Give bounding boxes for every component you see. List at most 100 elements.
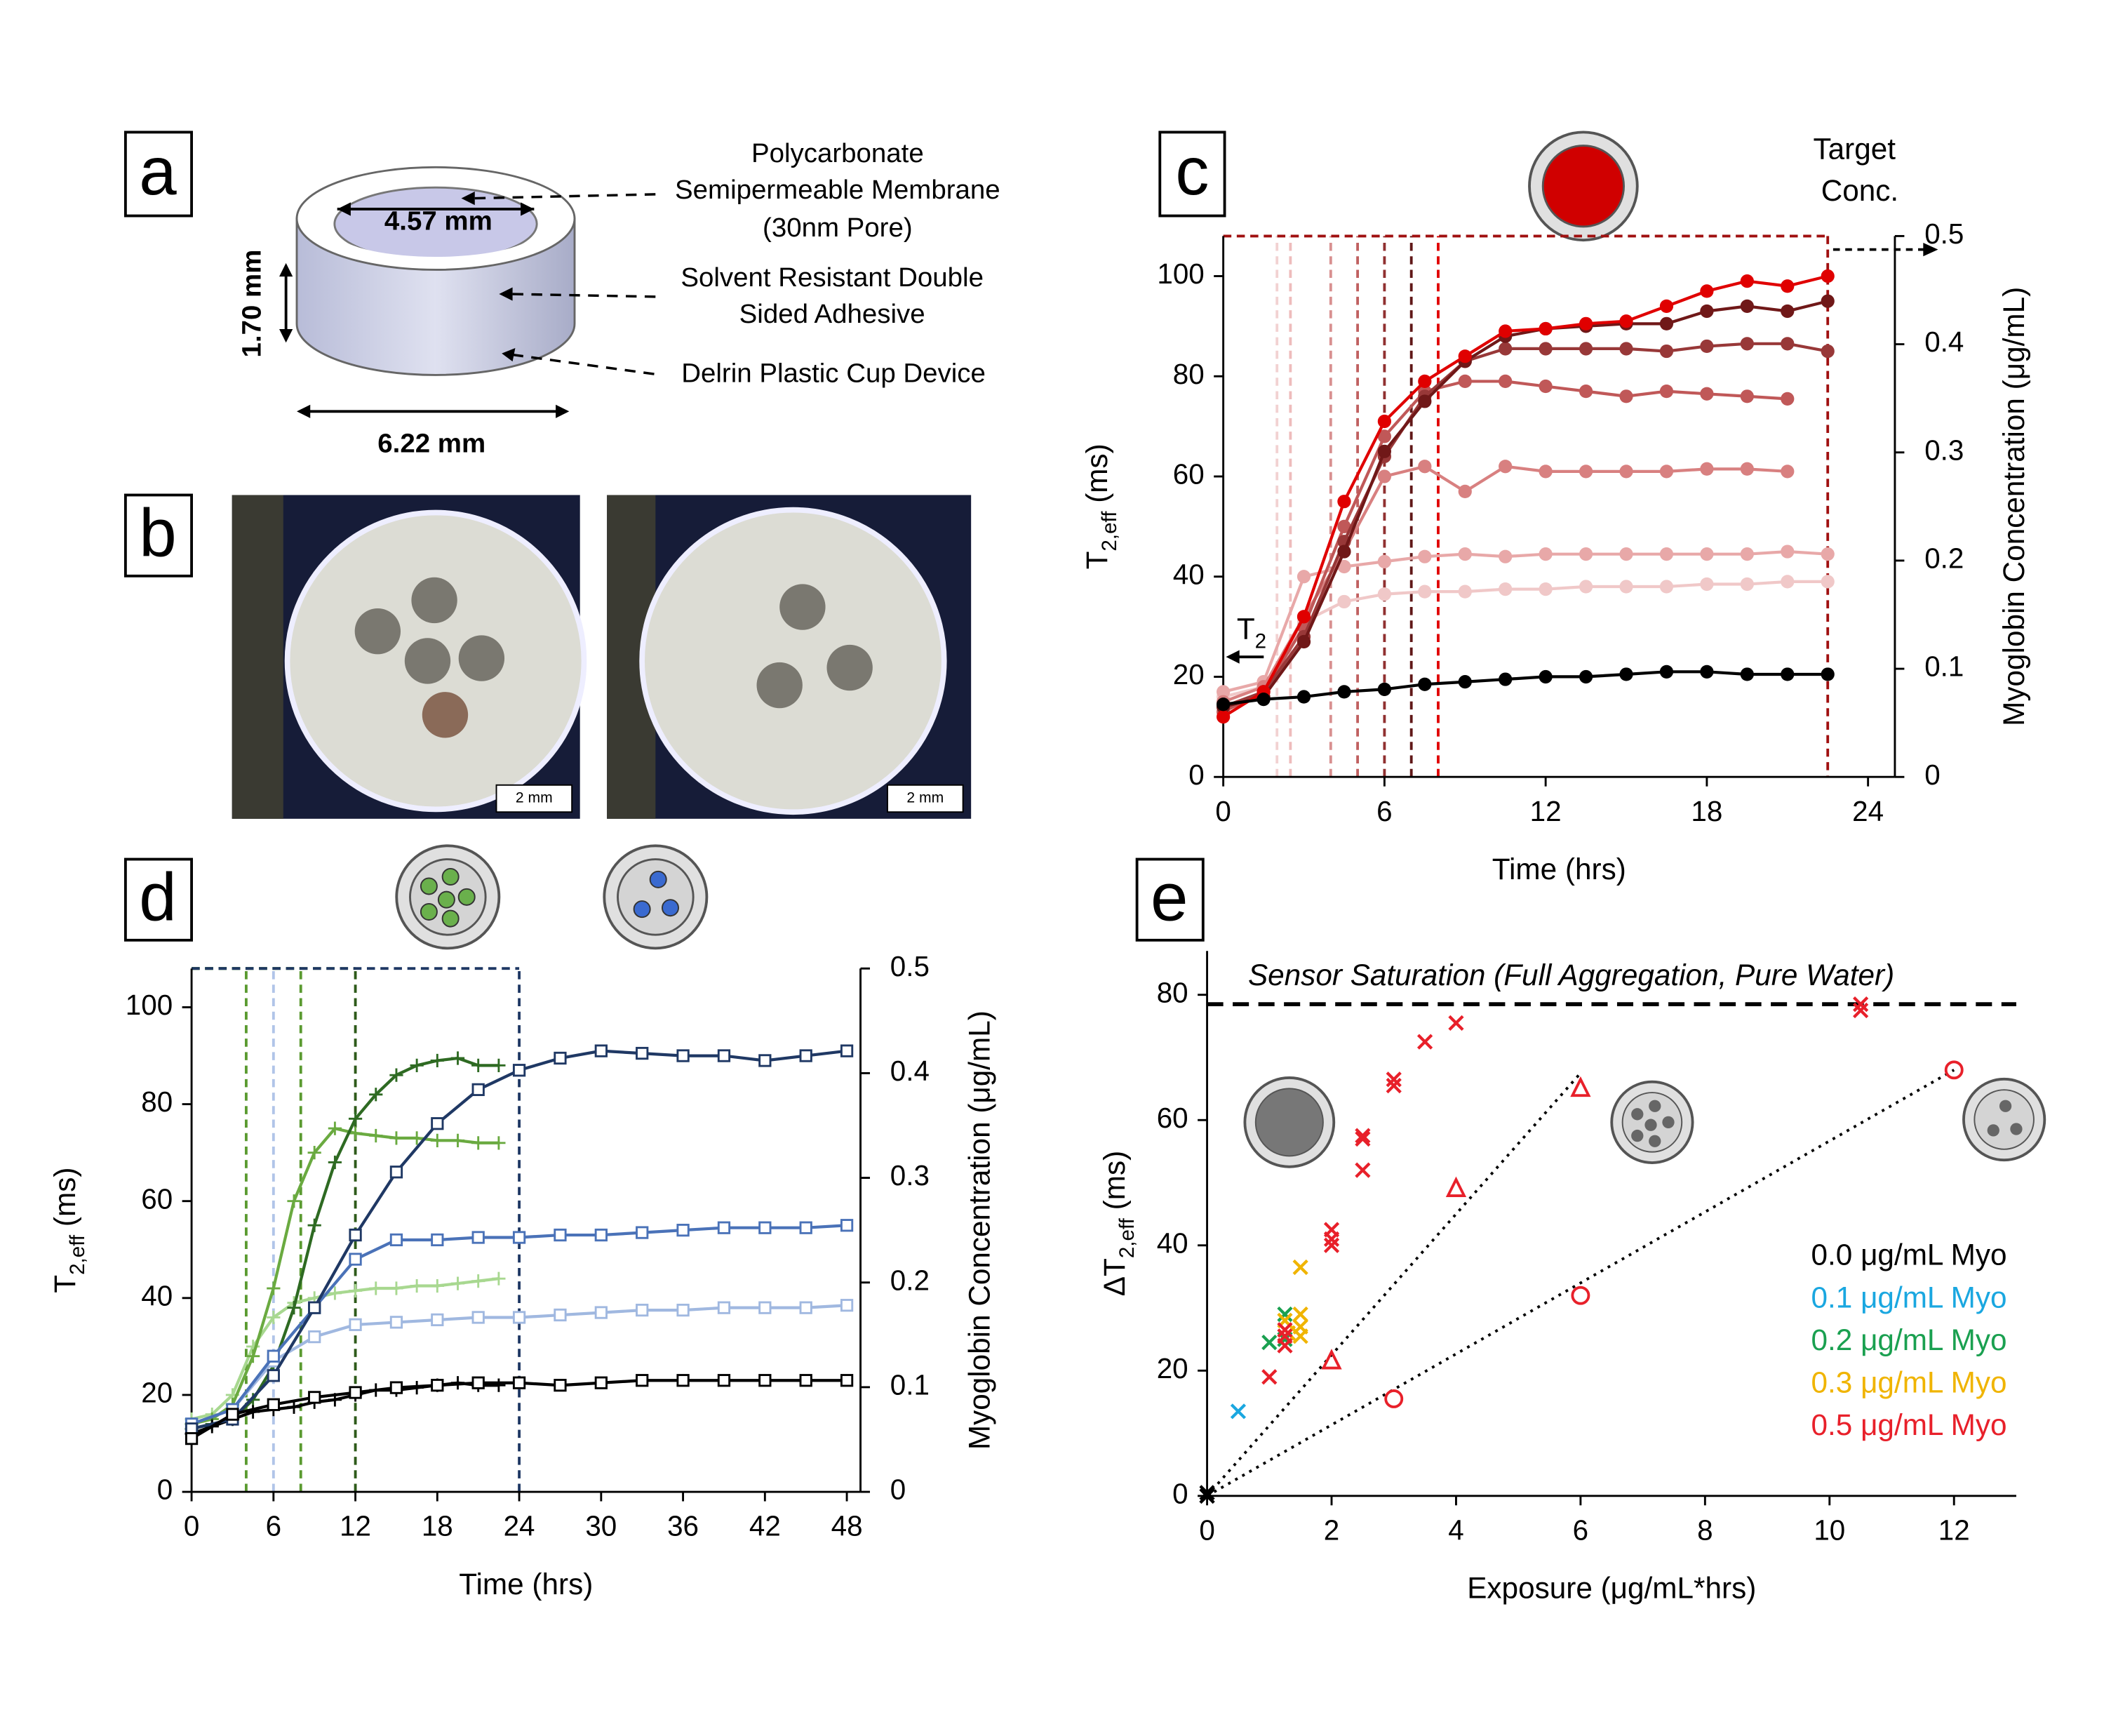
x-tick-label: 24 <box>504 1510 535 1542</box>
hole <box>779 584 826 630</box>
y2-tick-label: 0 <box>890 1474 906 1506</box>
y-tick-label: 40 <box>141 1279 173 1311</box>
leader-line <box>512 293 659 298</box>
marker <box>328 1286 342 1300</box>
y-tick-label: 80 <box>141 1086 173 1118</box>
series-line <box>1223 670 1828 706</box>
marker <box>1659 299 1674 313</box>
y-tick-label: 100 <box>126 989 173 1021</box>
icon-hole <box>1662 1116 1675 1129</box>
dimension-label: 6.22 mm <box>377 429 485 459</box>
panel-box <box>1135 857 1205 942</box>
component-label: Polycarbonate <box>751 138 924 168</box>
marker <box>840 1374 854 1387</box>
x-axis-label: Time (hrs) <box>1492 853 1626 886</box>
marker <box>1199 1488 1215 1504</box>
y2-tick-label: 0.5 <box>890 950 930 982</box>
marker <box>594 1376 608 1389</box>
icon-five-green <box>395 844 501 950</box>
marker <box>308 1330 321 1344</box>
marker <box>1539 379 1553 394</box>
marker <box>471 1274 485 1288</box>
legend-entry: 0.2 μg/mL Myo <box>1811 1323 2007 1356</box>
marker <box>1355 1130 1371 1147</box>
marker <box>512 1231 526 1244</box>
y-tick-label: 0 <box>157 1474 173 1506</box>
scale-bar-label: 2 mm <box>516 790 553 806</box>
cup-inner <box>337 236 535 265</box>
marker <box>450 1133 465 1147</box>
marker <box>1853 1002 1869 1019</box>
y2-tick-label: 0.1 <box>890 1369 930 1401</box>
y2-tick-label: 0.2 <box>1924 542 1964 575</box>
y-axis-label-part: ΔT <box>1098 1258 1131 1296</box>
marker <box>1337 545 1351 559</box>
marker <box>1781 465 1795 479</box>
marker <box>1337 559 1351 574</box>
marker <box>1539 465 1553 479</box>
marker <box>1418 460 1432 474</box>
series-line <box>1223 300 1828 709</box>
marker <box>1499 342 1513 356</box>
marker <box>1740 547 1754 561</box>
marker <box>1458 349 1472 363</box>
marker <box>717 1221 731 1234</box>
marker <box>267 1369 280 1382</box>
marker <box>840 1044 854 1057</box>
marker <box>717 1301 731 1314</box>
marker <box>1619 465 1633 479</box>
marker <box>307 1218 321 1232</box>
marker <box>471 1231 485 1244</box>
marker <box>512 1376 526 1389</box>
marker <box>1337 594 1351 609</box>
x-tick-label: 42 <box>749 1510 781 1542</box>
marker <box>1499 549 1513 563</box>
icon-hole <box>1987 1124 1999 1137</box>
marker <box>471 1058 485 1072</box>
marker <box>1579 342 1593 356</box>
marker <box>1499 672 1513 686</box>
series-line <box>191 1056 499 1431</box>
marker <box>636 1374 649 1387</box>
icon-hole <box>420 877 438 895</box>
marker <box>492 1058 506 1072</box>
marker <box>1579 316 1593 330</box>
icon-hole <box>661 899 679 917</box>
cup-drawing <box>279 166 662 418</box>
panel-box <box>1158 131 1226 218</box>
marker <box>431 1378 444 1392</box>
marker <box>1619 314 1633 328</box>
marker <box>1261 1335 1278 1351</box>
panel-letters <box>123 131 1226 942</box>
marker <box>1321 1349 1342 1370</box>
marker <box>267 1281 281 1295</box>
icon-core <box>617 858 695 936</box>
marker <box>1781 545 1795 559</box>
marker <box>1217 709 1231 724</box>
y-axis-label-part: T <box>48 1275 81 1293</box>
icon-hole <box>437 890 455 909</box>
icon-hole <box>1631 1108 1644 1121</box>
marker <box>369 1281 383 1295</box>
marker <box>1499 582 1513 596</box>
y2-axis-label: Myoglobin Concentration (μg/mL) <box>1997 287 2030 726</box>
marker <box>1659 316 1674 330</box>
y2-tick-label: 0.3 <box>1924 434 1964 466</box>
icon-solid-grey <box>1243 1076 1336 1168</box>
marker <box>1458 374 1472 388</box>
marker <box>430 1133 444 1147</box>
y-axis-label-part: T <box>1080 552 1113 570</box>
x-tick-label: 2 <box>1324 1514 1339 1546</box>
marker <box>1296 690 1311 704</box>
y-tick-label: 20 <box>141 1377 173 1409</box>
marker <box>348 1126 363 1140</box>
marker <box>1619 547 1633 561</box>
marker <box>1579 385 1593 399</box>
y-axis-label: T2,eff (ms) <box>48 1168 89 1293</box>
panel-box <box>123 131 193 218</box>
y-tick-label: 60 <box>1157 1102 1188 1134</box>
marker <box>1571 1286 1590 1305</box>
marker <box>471 1136 485 1150</box>
marker <box>1277 1322 1293 1338</box>
